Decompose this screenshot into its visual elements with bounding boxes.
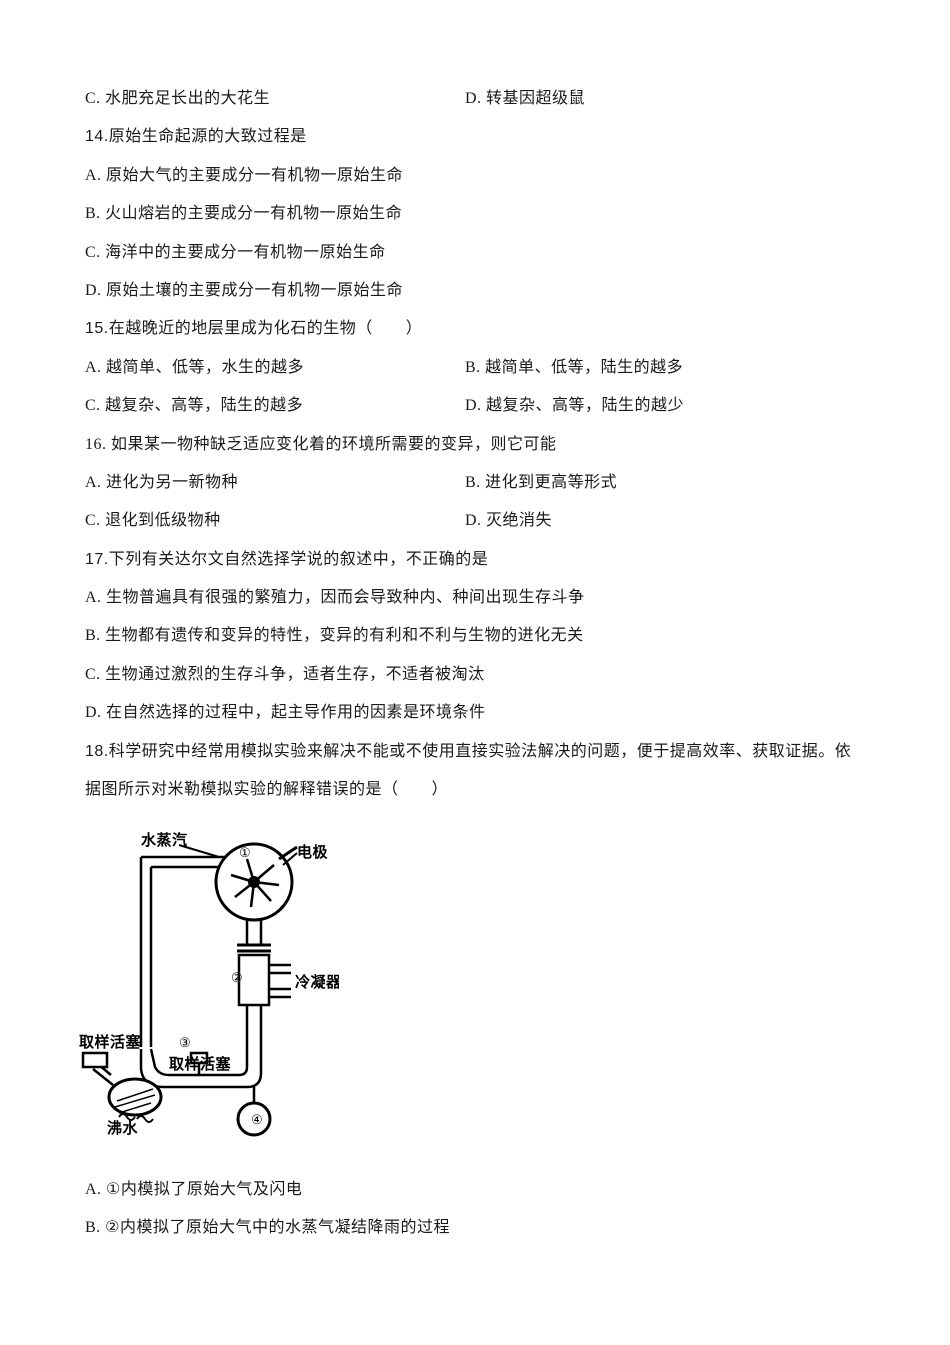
- q18-stem-line2: 据图所示对米勒模拟实验的解释错误的是（ ）: [85, 771, 865, 809]
- mark-four: ④: [251, 1112, 263, 1127]
- q17-option-d: D. 在自然选择的过程中，起主导作用的因素是环境条件: [85, 694, 865, 732]
- q16-stem: 如果某一物种缺乏适应变化着的环境所需要的变异，则它可能: [111, 436, 557, 453]
- exam-page: C. 水肥充足长出的大花生 D. 转基因超级鼠 14.原始生命起源的大致过程是 …: [0, 0, 950, 1345]
- q16-option-d: D. 灭绝消失: [465, 502, 865, 540]
- q14-stem-line: 14.原始生命起源的大致过程是: [85, 118, 865, 156]
- mark-one: ①: [239, 845, 251, 860]
- q16-number: 16.: [85, 436, 111, 453]
- label-stopcock-left: 取样活塞: [79, 1033, 142, 1051]
- q16-options-row2: C. 退化到低级物种 D. 灭绝消失: [85, 502, 865, 540]
- q17-number: 17.: [85, 551, 109, 568]
- q15-stem: 在越晚近的地层里成为化石的生物（ ）: [109, 320, 423, 337]
- q17-stem: 下列有关达尔文自然选择学说的叙述中，不正确的是: [109, 551, 489, 568]
- q13-option-d: D. 转基因超级鼠: [465, 80, 865, 118]
- q15-option-c: C. 越复杂、高等，陆生的越多: [85, 387, 465, 425]
- mark-three: ③: [179, 1035, 191, 1050]
- q14-option-a: A. 原始大气的主要成分一有机物一原始生命: [85, 157, 865, 195]
- q13-options-row: C. 水肥充足长出的大花生 D. 转基因超级鼠: [85, 80, 865, 118]
- q15-option-d: D. 越复杂、高等，陆生的越少: [465, 387, 865, 425]
- q18-option-a: A. ①内模拟了原始大气及闪电: [85, 1171, 865, 1209]
- q17-option-a: A. 生物普遍具有很强的繁殖力，因而会导致种内、种间出现生存斗争: [85, 579, 865, 617]
- miller-apparatus-svg: ② ③ ④ ① 水蒸汽 电极 冷凝器 取样活塞 取样活塞 沸水: [79, 817, 339, 1147]
- label-condenser: 冷凝器: [295, 973, 339, 991]
- q16-option-b: B. 进化到更高等形式: [465, 464, 865, 502]
- q15-options-row1: A. 越简单、低等，水生的越多 B. 越简单、低等，陆生的越多: [85, 349, 865, 387]
- q15-option-b: B. 越简单、低等，陆生的越多: [465, 349, 865, 387]
- q14-option-b: B. 火山熔岩的主要成分一有机物一原始生命: [85, 195, 865, 233]
- q18-stem1: 科学研究中经常用模拟实验来解决不能或不使用直接实验法解决的问题，便于提高效率、获…: [109, 743, 852, 760]
- q15-options-row2: C. 越复杂、高等，陆生的越多 D. 越复杂、高等，陆生的越少: [85, 387, 865, 425]
- q18-option-b: B. ②内模拟了原始大气中的水蒸气凝结降雨的过程: [85, 1209, 865, 1247]
- mark-two: ②: [231, 970, 243, 985]
- q16-option-c: C. 退化到低级物种: [85, 502, 465, 540]
- q14-option-d: D. 原始土壤的主要成分一有机物一原始生命: [85, 272, 865, 310]
- q17-option-c: C. 生物通过激烈的生存斗争，适者生存，不适者被淘汰: [85, 656, 865, 694]
- q18-number: 18.: [85, 743, 109, 760]
- label-boiling: 沸水: [107, 1119, 139, 1137]
- q14-number: 14.: [85, 128, 109, 145]
- q16-option-a: A. 进化为另一新物种: [85, 464, 465, 502]
- q15-option-a: A. 越简单、低等，水生的越多: [85, 349, 465, 387]
- q14-stem: 原始生命起源的大致过程是: [109, 128, 307, 145]
- label-electrode: 电极: [297, 843, 329, 861]
- q18-stem-line1: 18.科学研究中经常用模拟实验来解决不能或不使用直接实验法解决的问题，便于提高效…: [85, 733, 865, 771]
- q15-stem-line: 15.在越晚近的地层里成为化石的生物（ ）: [85, 310, 865, 348]
- q17-stem-line: 17.下列有关达尔文自然选择学说的叙述中，不正确的是: [85, 541, 865, 579]
- label-stopcock-right: 取样活塞: [169, 1055, 232, 1073]
- q17-option-b: B. 生物都有遗传和变异的特性，变异的有利和不利与生物的进化无关: [85, 617, 865, 655]
- q16-stem-line: 16. 如果某一物种缺乏适应变化着的环境所需要的变异，则它可能: [85, 426, 865, 464]
- q14-option-c: C. 海洋中的主要成分一有机物一原始生命: [85, 234, 865, 272]
- miller-apparatus-figure: ② ③ ④ ① 水蒸汽 电极 冷凝器 取样活塞 取样活塞 沸水: [79, 817, 865, 1162]
- q15-number: 15.: [85, 320, 109, 337]
- q16-options-row1: A. 进化为另一新物种 B. 进化到更高等形式: [85, 464, 865, 502]
- q13-option-c: C. 水肥充足长出的大花生: [85, 80, 465, 118]
